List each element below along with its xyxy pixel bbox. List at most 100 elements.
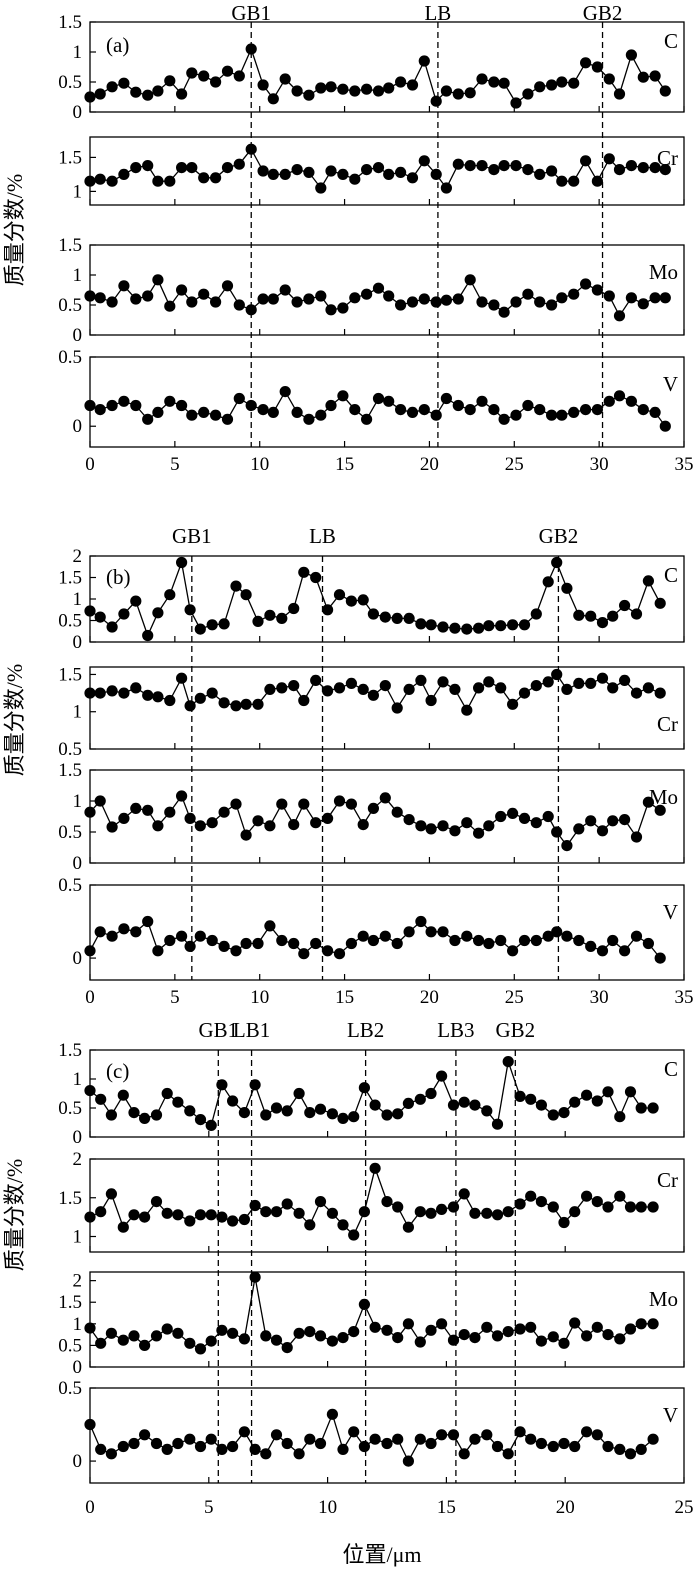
x-tick-label: 10 xyxy=(318,1497,337,1518)
data-point-Cr xyxy=(461,704,473,716)
data-point-Cr xyxy=(392,1201,404,1213)
data-point-Cr xyxy=(118,687,130,699)
y-tick-label: 0 xyxy=(73,632,83,653)
data-point-Mo xyxy=(194,820,206,832)
data-point-Cr xyxy=(381,1196,393,1208)
data-point-Mo xyxy=(430,296,442,308)
data-point-Cr xyxy=(95,1206,107,1218)
x-tick-label: 15 xyxy=(335,987,354,1008)
data-point-Cr xyxy=(322,685,334,697)
data-point-Cr xyxy=(603,153,615,165)
data-point-V xyxy=(172,1437,184,1450)
data-point-C xyxy=(542,576,554,588)
data-point-Mo xyxy=(414,1336,426,1348)
data-point-Cr xyxy=(142,689,154,701)
data-point-Cr xyxy=(326,1207,338,1219)
data-point-C xyxy=(322,604,334,616)
data-point-Cr xyxy=(315,182,327,194)
data-point-Cr xyxy=(291,164,303,176)
data-point-Cr xyxy=(218,697,230,709)
y-tick-label: 1 xyxy=(73,1314,83,1335)
data-point-Cr xyxy=(568,175,580,187)
data-point-Cr xyxy=(402,1221,414,1233)
data-point-V xyxy=(267,406,279,418)
data-point-V xyxy=(164,934,176,947)
data-point-V xyxy=(310,937,322,950)
data-point-V xyxy=(581,1426,593,1438)
data-point-V xyxy=(425,926,437,938)
x-tick-label: 25 xyxy=(505,454,524,475)
data-point-Mo xyxy=(447,1334,460,1346)
data-point-V xyxy=(281,1437,293,1450)
data-point-Mo xyxy=(458,1329,470,1341)
y-tick-label: 0 xyxy=(73,325,83,346)
data-point-C xyxy=(630,608,643,620)
data-point-C xyxy=(647,1102,659,1114)
data-point-Cr xyxy=(476,160,488,172)
data-point-C xyxy=(525,1093,537,1105)
x-tick-label: 20 xyxy=(420,454,439,475)
data-point-C xyxy=(372,85,385,97)
element-label-Cr: Cr xyxy=(657,712,678,736)
data-point-C xyxy=(654,597,666,609)
data-point-C xyxy=(607,610,619,622)
data-point-Cr xyxy=(164,694,176,707)
data-point-V xyxy=(221,413,234,425)
data-point-Mo xyxy=(568,288,580,300)
data-point-Mo xyxy=(425,823,437,835)
data-point-C xyxy=(233,70,245,82)
data-point-V xyxy=(118,395,130,407)
data-point-V xyxy=(233,392,245,405)
data-point-V xyxy=(440,392,452,405)
data-point-C xyxy=(603,73,615,85)
data-point-Mo xyxy=(561,840,573,852)
data-point-Cr xyxy=(506,698,519,710)
data-point-C xyxy=(238,1107,250,1119)
data-point-Mo xyxy=(252,815,264,827)
data-point-Mo xyxy=(361,288,373,300)
data-point-Cr xyxy=(561,683,573,696)
data-point-Cr xyxy=(654,687,666,699)
data-point-Mo xyxy=(558,1337,570,1349)
data-point-Mo xyxy=(106,296,118,308)
data-point-V xyxy=(94,926,106,938)
data-point-Cr xyxy=(233,158,245,170)
data-point-V xyxy=(84,945,96,957)
data-point-V xyxy=(152,945,164,957)
data-point-C xyxy=(337,1112,349,1124)
data-point-C xyxy=(206,619,218,631)
data-point-C xyxy=(194,623,206,635)
data-point-V xyxy=(326,1408,338,1420)
data-point-Mo xyxy=(172,1327,184,1339)
boundary-label-LB: LB xyxy=(424,1,451,25)
data-point-C xyxy=(164,589,176,601)
y-tick-label: 0.5 xyxy=(58,72,82,93)
data-point-Mo xyxy=(304,1326,316,1338)
data-point-Mo xyxy=(322,812,334,825)
data-point-V xyxy=(194,1440,207,1453)
data-point-V xyxy=(216,1443,228,1455)
boundary-label-LB2: LB2 xyxy=(347,1018,384,1042)
data-point-V xyxy=(547,1440,559,1453)
x-tick-label: 15 xyxy=(335,454,354,475)
data-point-Mo xyxy=(367,802,379,815)
data-point-C xyxy=(152,607,164,619)
y-tick-label: 1 xyxy=(73,1227,83,1248)
data-point-C xyxy=(345,595,357,607)
x-tick-label: 25 xyxy=(505,987,524,1008)
data-point-Mo xyxy=(314,1330,327,1342)
data-point-V xyxy=(357,930,369,942)
data-point-C xyxy=(184,604,196,616)
y-tick-label: 2 xyxy=(73,1271,83,1292)
data-point-C xyxy=(613,88,626,100)
data-point-Mo xyxy=(106,821,118,833)
data-point-V xyxy=(161,1443,173,1455)
data-point-Mo xyxy=(139,1339,151,1351)
x-tick-label: 10 xyxy=(250,454,269,475)
data-point-Cr xyxy=(117,1221,129,1233)
data-point-Mo xyxy=(218,806,230,818)
data-point-Cr xyxy=(406,172,419,184)
y-tick-label: 0.5 xyxy=(58,739,82,760)
data-point-Mo xyxy=(303,293,315,305)
data-point-C xyxy=(619,599,631,612)
